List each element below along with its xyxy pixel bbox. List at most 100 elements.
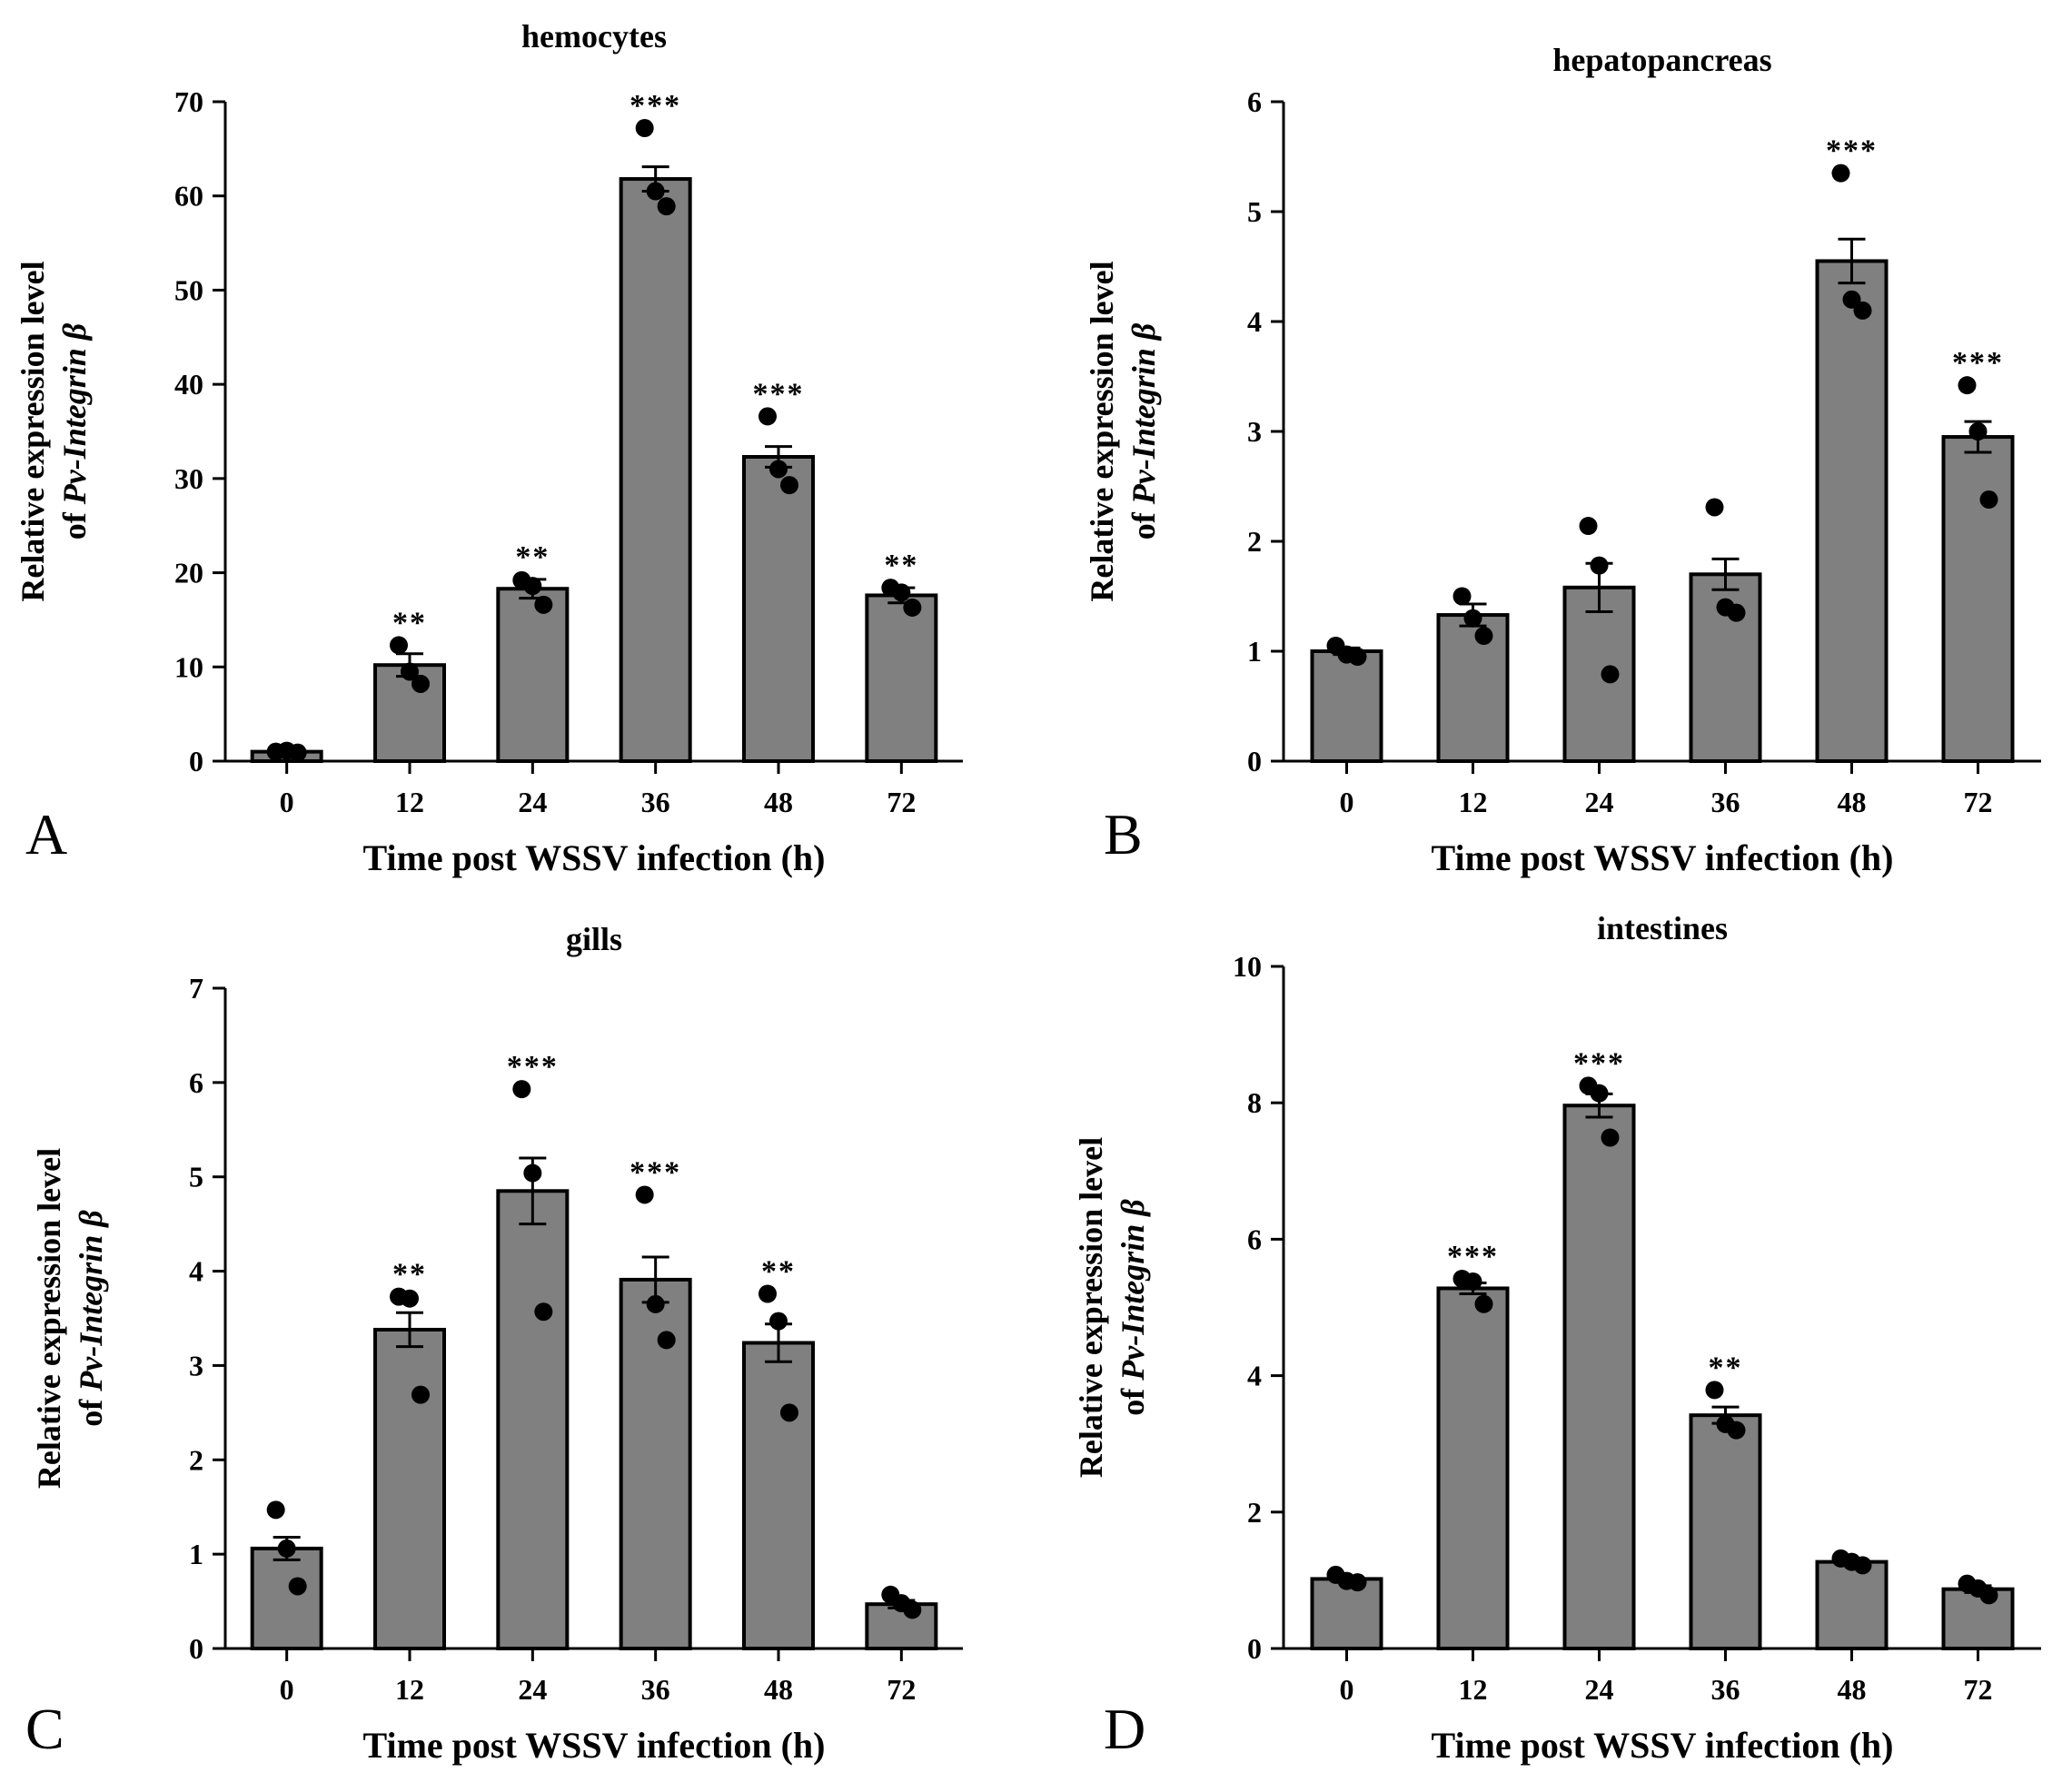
data-point (657, 197, 676, 216)
chart-title: intestines (1597, 910, 1728, 946)
data-point (266, 1500, 285, 1520)
y-tick-label: 5 (189, 1161, 203, 1193)
x-tick-label: 24 (518, 786, 547, 818)
bar-72 (865, 593, 938, 763)
data-point (758, 1284, 777, 1303)
data-point (1590, 556, 1609, 575)
significance-label: *** (1826, 134, 1878, 168)
data-point (288, 1577, 307, 1596)
y-tick-label: 10 (1233, 950, 1262, 983)
data-point (1727, 1421, 1746, 1440)
x-tick-label: 36 (641, 1673, 670, 1706)
y-axis-title-gene: Pv-Integrin β (73, 1210, 109, 1392)
y-axis-title-line1: Relative expression level (31, 1148, 67, 1489)
significance-label: ** (392, 1258, 427, 1292)
data-point (1474, 627, 1493, 646)
data-point (1601, 1128, 1620, 1147)
significance-label: *** (507, 1050, 559, 1084)
bar-72 (1941, 1587, 2015, 1650)
y-axis-title-line2-prefix: of (1125, 504, 1162, 540)
x-tick-label: 12 (395, 1673, 424, 1706)
significance-label: ** (761, 1254, 796, 1288)
data-point (411, 1385, 430, 1404)
x-tick-label: 72 (887, 1673, 916, 1706)
bar-12 (1436, 1286, 1510, 1651)
data-point (390, 636, 408, 655)
data-point (523, 577, 542, 596)
data-point (1705, 498, 1724, 517)
data-point (523, 1163, 542, 1183)
bar-36 (619, 177, 692, 763)
x-tick-label: 36 (641, 786, 670, 818)
bar-0 (250, 1546, 323, 1650)
data-point (1979, 1586, 1998, 1605)
significance-label: ** (1709, 1351, 1743, 1384)
bar-48 (742, 1341, 815, 1650)
data-point (1579, 517, 1598, 536)
x-tick-label: 72 (887, 786, 916, 818)
x-axis-title: Time post WSSV infection (h) (1432, 837, 1894, 878)
y-tick-label: 2 (1247, 1496, 1262, 1529)
y-tick-label: 4 (1247, 305, 1262, 338)
chart-title: gills (566, 921, 622, 957)
data-point (277, 1539, 296, 1558)
significance-label: *** (753, 377, 805, 411)
y-tick-label: 3 (189, 1349, 203, 1381)
x-tick-label: 0 (1340, 786, 1354, 818)
data-point (1601, 665, 1620, 684)
data-point (1348, 1573, 1367, 1592)
bar-36 (619, 1277, 692, 1650)
y-tick-label: 4 (189, 1255, 203, 1288)
bar-48 (742, 455, 815, 763)
x-axis-title: Time post WSSV infection (h) (1432, 1725, 1894, 1766)
data-point (1958, 376, 1977, 395)
data-point (1979, 490, 1998, 510)
y-tick-label: 7 (189, 972, 203, 1005)
x-tick-label: 48 (1838, 1673, 1867, 1706)
x-tick-label: 48 (764, 1673, 793, 1706)
data-point (780, 1403, 798, 1422)
y-axis-title-gene: Pv-Integrin β (1125, 322, 1162, 505)
x-tick-label: 0 (280, 1673, 294, 1706)
x-tick-label: 12 (395, 786, 424, 818)
y-axis-title-line2-prefix: of (56, 504, 93, 540)
significance-label: ** (392, 606, 427, 639)
data-point (657, 1331, 676, 1350)
data-point (1831, 163, 1850, 183)
x-axis-title: Time post WSSV infection (h) (363, 837, 826, 878)
x-tick-label: 24 (1585, 1673, 1614, 1706)
bar-48 (1815, 1559, 1889, 1651)
y-tick-label: 6 (1247, 1223, 1262, 1255)
bar-48 (1815, 259, 1889, 763)
panel-label: C (25, 1697, 64, 1761)
y-axis-title-gene: Pv-Integrin β (1115, 1199, 1151, 1381)
x-axis-title: Time post WSSV infection (h) (363, 1725, 826, 1766)
panel-label: D (1104, 1697, 1145, 1761)
significance-label: *** (1952, 346, 2004, 380)
data-point (401, 662, 419, 681)
data-point (646, 182, 665, 201)
data-point (758, 407, 777, 426)
data-point (903, 1600, 922, 1619)
y-tick-label: 6 (189, 1066, 203, 1099)
bar-36 (1689, 1413, 1762, 1650)
x-tick-label: 0 (280, 786, 294, 818)
bar-12 (1436, 613, 1510, 763)
data-point (288, 743, 307, 762)
bar-12 (373, 1327, 446, 1651)
x-tick-label: 36 (1711, 786, 1740, 818)
panel-label: B (1104, 802, 1143, 866)
data-point (780, 476, 798, 495)
bar-24 (496, 587, 570, 764)
x-tick-label: 48 (1838, 786, 1867, 818)
y-tick-label: 2 (1247, 525, 1262, 558)
data-point (635, 1185, 654, 1204)
data-point (411, 674, 430, 693)
bar-12 (373, 663, 446, 763)
x-tick-label: 0 (1340, 1673, 1354, 1706)
data-point (1474, 1294, 1493, 1313)
bar-24 (1562, 585, 1636, 763)
